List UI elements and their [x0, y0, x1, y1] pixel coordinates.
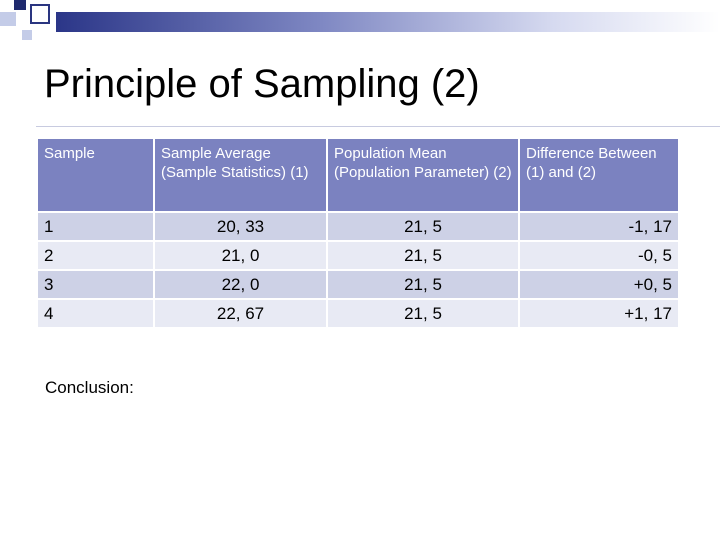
cell-population-mean: 21, 5 [328, 213, 518, 240]
sampling-table: Sample Sample Average (Sample Statistics… [36, 137, 680, 329]
cell-difference: -0, 5 [520, 242, 678, 269]
cell-population-mean: 21, 5 [328, 271, 518, 298]
table-row: 3 22, 0 21, 5 +0, 5 [38, 271, 678, 298]
table-row: 2 21, 0 21, 5 -0, 5 [38, 242, 678, 269]
column-header-population-mean: Population Mean (Population Parameter) (… [328, 139, 518, 211]
cell-difference: -1, 17 [520, 213, 678, 240]
cell-sample-average: 22, 67 [155, 300, 326, 327]
table-row: 1 20, 33 21, 5 -1, 17 [38, 213, 678, 240]
header-gradient-bar [56, 12, 720, 32]
cell-difference: +0, 5 [520, 271, 678, 298]
title-divider [36, 126, 720, 127]
corner-square-dark [14, 0, 26, 10]
column-header-sample-average: Sample Average (Sample Statistics) (1) [155, 139, 326, 211]
corner-square-light [0, 12, 16, 26]
corner-square-outline [30, 4, 50, 24]
cell-sample-average: 21, 0 [155, 242, 326, 269]
corner-square-light [22, 30, 32, 40]
cell-sample: 1 [38, 213, 153, 240]
cell-sample: 2 [38, 242, 153, 269]
column-header-difference: Difference Between (1) and (2) [520, 139, 678, 211]
column-header-sample: Sample [38, 139, 153, 211]
cell-population-mean: 21, 5 [328, 242, 518, 269]
cell-sample: 3 [38, 271, 153, 298]
table-row: 4 22, 67 21, 5 +1, 17 [38, 300, 678, 327]
slide-title: Principle of Sampling (2) [44, 62, 480, 106]
table-header-row: Sample Sample Average (Sample Statistics… [38, 139, 678, 211]
cell-difference: +1, 17 [520, 300, 678, 327]
cell-sample-average: 20, 33 [155, 213, 326, 240]
conclusion-label: Conclusion: [45, 378, 134, 397]
cell-sample-average: 22, 0 [155, 271, 326, 298]
cell-population-mean: 21, 5 [328, 300, 518, 327]
cell-sample: 4 [38, 300, 153, 327]
